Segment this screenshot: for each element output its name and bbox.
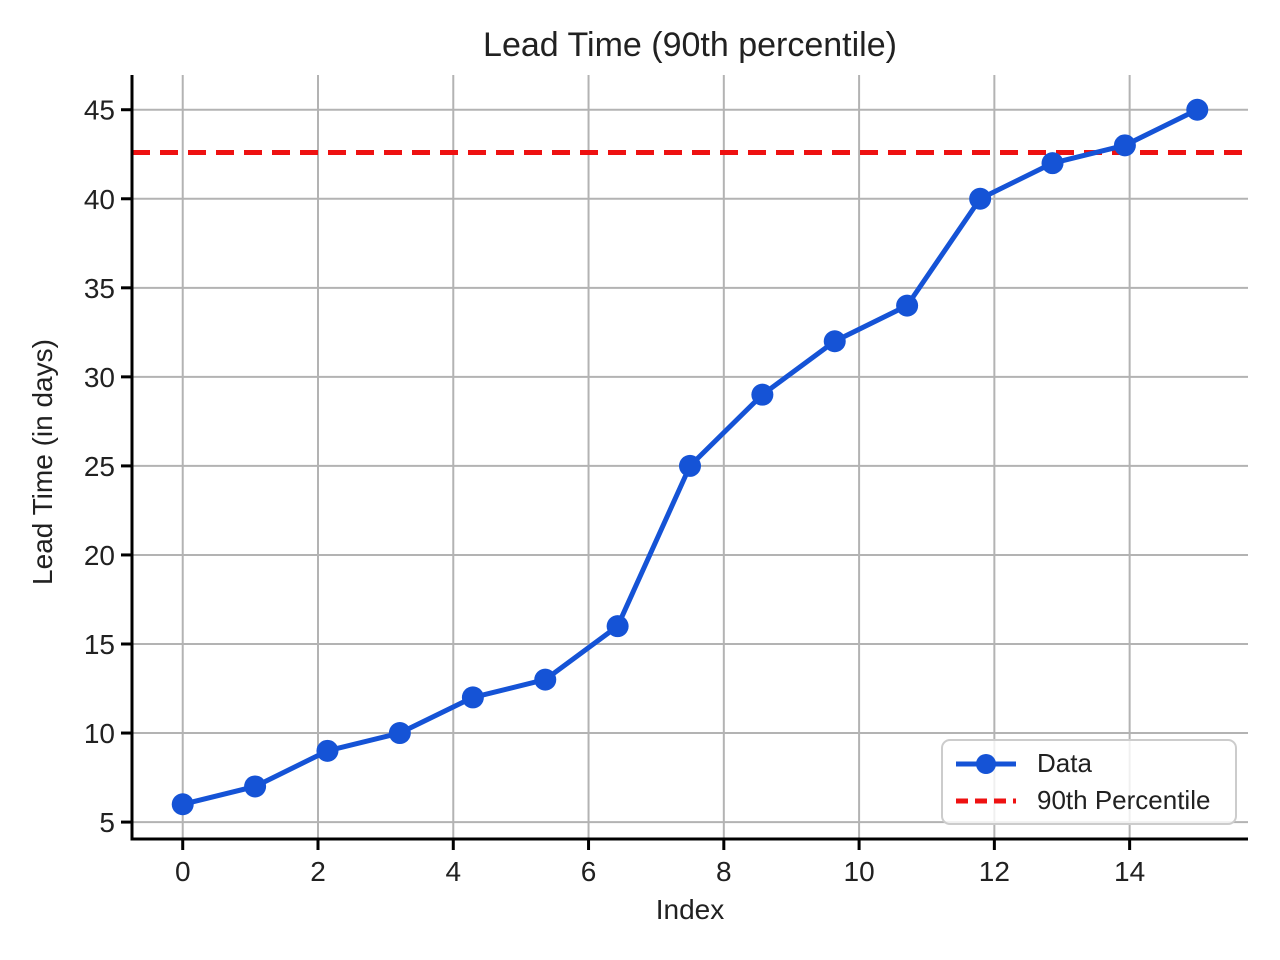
data-point-marker (679, 454, 701, 477)
x-tick-label: 14 (1114, 856, 1145, 887)
data-point-marker (969, 187, 992, 210)
data-point-marker (461, 686, 484, 709)
data-point-marker (1113, 134, 1136, 157)
data-point-marker (388, 722, 411, 745)
legend: Data 90th Percentile (941, 739, 1237, 825)
data-point-marker (244, 775, 267, 798)
legend-item-data: Data (955, 745, 1223, 782)
data-point-marker (534, 668, 557, 691)
y-axis-label: Lead Time (in days) (27, 339, 58, 585)
data-point-marker (171, 793, 194, 816)
data-point-marker (751, 383, 774, 406)
y-tick-label: 10 (84, 718, 115, 749)
y-tick-label: 45 (84, 95, 115, 126)
legend-sample-data (956, 753, 1016, 774)
data-point-markers (171, 98, 1209, 816)
y-tick-label: 5 (99, 807, 115, 838)
y-tick-label: 35 (84, 273, 115, 304)
legend-label-percentile: 90th Percentile (1037, 785, 1211, 815)
data-point-marker (823, 330, 846, 353)
data-point-marker (1041, 152, 1064, 175)
y-tick-label: 40 (84, 184, 115, 215)
y-tick-label: 15 (84, 629, 115, 660)
legend-label-data: Data (1037, 748, 1092, 778)
legend-sample-percentile (956, 798, 1016, 803)
data-point-marker (316, 739, 339, 762)
y-tick-label: 30 (84, 362, 115, 393)
data-point-marker (1186, 98, 1209, 121)
x-tick-label: 2 (310, 856, 326, 887)
y-tick-label: 20 (84, 540, 115, 571)
y-tick-label: 25 (84, 451, 115, 482)
x-tick-label: 8 (716, 856, 732, 887)
legend-item-percentile: 90th Percentile (955, 782, 1223, 819)
x-tick-label: 0 (175, 856, 191, 887)
x-tick-label: 6 (581, 856, 597, 887)
x-tick-label: 12 (979, 856, 1010, 887)
data-point-marker (606, 615, 629, 638)
x-tick-label: 4 (445, 856, 461, 887)
x-tick-label: 10 (844, 856, 875, 887)
data-point-marker (896, 294, 919, 317)
x-axis-label: Index (655, 894, 725, 925)
chart-title: Lead Time (90th percentile) (483, 26, 897, 64)
